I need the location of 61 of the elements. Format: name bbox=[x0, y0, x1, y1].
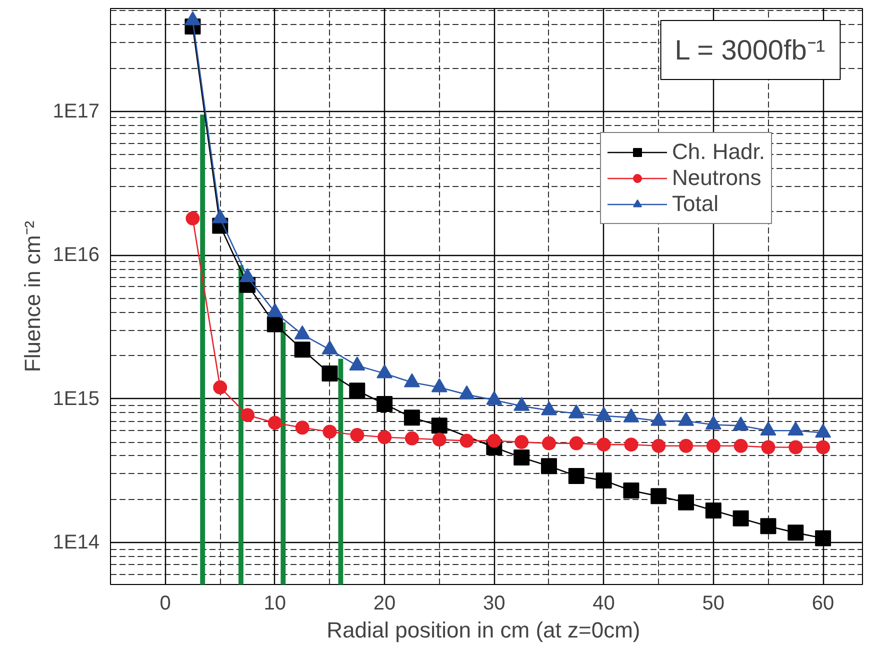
point bbox=[568, 468, 584, 484]
x-tick-label: 60 bbox=[812, 592, 834, 614]
y-tick-label: 1E15 bbox=[52, 388, 100, 410]
x-tick-label: 10 bbox=[264, 592, 286, 614]
point bbox=[734, 438, 748, 453]
x-tick-label: 0 bbox=[160, 592, 171, 614]
x-tick-label: 40 bbox=[592, 592, 615, 614]
point bbox=[266, 316, 283, 332]
x-axis-title: Radial position in cm (at z=0cm) bbox=[326, 618, 640, 642]
point bbox=[431, 418, 448, 434]
point bbox=[540, 458, 557, 474]
point bbox=[596, 472, 612, 488]
y-tick-label: 1E14 bbox=[52, 531, 100, 554]
point bbox=[623, 482, 640, 498]
point bbox=[404, 431, 419, 446]
point bbox=[650, 488, 667, 504]
point bbox=[268, 416, 282, 430]
point bbox=[678, 494, 694, 510]
point bbox=[487, 434, 502, 448]
point bbox=[213, 380, 228, 394]
point bbox=[514, 435, 529, 450]
point bbox=[376, 396, 393, 412]
x-tick-label: 50 bbox=[702, 592, 725, 614]
point bbox=[706, 438, 720, 453]
point bbox=[404, 410, 420, 426]
point bbox=[788, 440, 803, 454]
point bbox=[432, 432, 446, 447]
point bbox=[514, 450, 530, 466]
point bbox=[569, 436, 584, 450]
x-tick-label: 20 bbox=[373, 592, 396, 614]
point bbox=[679, 438, 694, 453]
point bbox=[322, 365, 338, 382]
legend-label: Ch. Hadr. bbox=[672, 139, 765, 165]
point bbox=[378, 430, 392, 444]
point bbox=[460, 434, 474, 448]
point bbox=[788, 524, 804, 541]
point bbox=[732, 510, 749, 526]
point bbox=[624, 438, 638, 452]
point bbox=[761, 440, 776, 454]
point bbox=[186, 211, 200, 226]
legend-label: Neutrons bbox=[672, 165, 762, 191]
point bbox=[184, 11, 201, 26]
x-tick-label: 30 bbox=[483, 592, 506, 614]
annotation: L = 3000fb⁻¹ bbox=[674, 34, 826, 66]
point bbox=[816, 440, 830, 454]
point bbox=[322, 424, 337, 439]
point bbox=[240, 408, 255, 422]
point bbox=[295, 420, 310, 435]
point bbox=[350, 428, 364, 442]
point bbox=[705, 502, 722, 518]
point bbox=[815, 530, 832, 546]
point bbox=[294, 342, 310, 358]
point bbox=[349, 382, 366, 399]
y-axis-title: Fluence in cm⁻² bbox=[20, 220, 45, 372]
y-tick-label: 1E17 bbox=[52, 100, 100, 122]
point bbox=[652, 438, 666, 453]
legend-label: Total bbox=[672, 191, 718, 217]
point bbox=[542, 436, 556, 450]
point bbox=[596, 438, 611, 452]
y-tick-label: 1E16 bbox=[52, 244, 100, 266]
point bbox=[760, 518, 776, 534]
